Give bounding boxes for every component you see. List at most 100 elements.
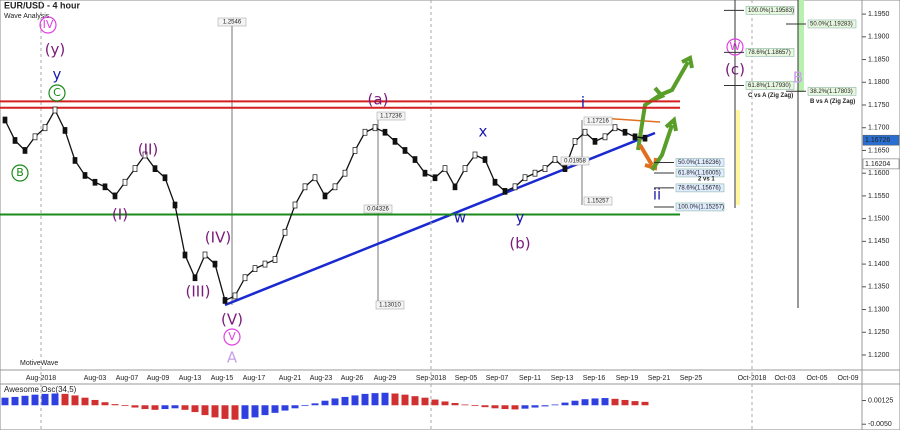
osc-bar [421, 397, 429, 406]
osc-bar [251, 405, 259, 418]
candle [562, 165, 568, 172]
osc-bar [531, 405, 539, 408]
candle [552, 156, 558, 163]
x-tick-label: Aug-03 [84, 375, 107, 382]
candle [222, 297, 228, 304]
osc-bar [581, 399, 589, 406]
osc-bar [191, 405, 199, 413]
osc-bar [51, 393, 59, 406]
candle [162, 174, 168, 182]
y-tick-label: 0.00125 [868, 397, 893, 404]
wave-label: x [479, 123, 488, 141]
candle [172, 201, 178, 209]
wave-label: ii [653, 186, 661, 204]
candle [272, 256, 278, 263]
candle [122, 178, 128, 186]
candle [112, 192, 118, 200]
fib-box [675, 158, 725, 167]
osc-bar [641, 401, 649, 406]
osc-bar [471, 405, 479, 407]
osc-bar [631, 401, 639, 406]
osc-bar [591, 398, 599, 406]
x-tick-label: Oct-03 [774, 375, 795, 382]
x-tick-label: Aug-23 [310, 375, 333, 382]
osc-bar [261, 405, 269, 416]
measure-box [583, 196, 613, 206]
candle [312, 174, 318, 182]
osc-bar [101, 402, 109, 406]
candle [342, 169, 348, 177]
price-tag [862, 134, 900, 146]
target-zone [736, 110, 740, 205]
candle [242, 274, 248, 282]
panel-title: Awesome Osc(34,5) [4, 385, 77, 394]
osc-bar [441, 401, 449, 406]
measure-label: 1.15257 [587, 199, 609, 205]
candle [192, 274, 198, 282]
candle [22, 147, 28, 154]
wave-label: (c) [725, 61, 745, 79]
arrow [650, 116, 678, 172]
osc-bar [211, 405, 219, 418]
candle [152, 165, 158, 172]
x-tick-label: Aug-21 [279, 375, 302, 382]
fib-label: 100.0%(1.19583) [748, 8, 794, 14]
wave-label: IV [43, 18, 54, 31]
measure-label: 0.01958 [564, 159, 586, 165]
wave-label: B [16, 166, 24, 179]
osc-bar [21, 395, 29, 406]
measure-label: 1.13010 [379, 303, 401, 309]
osc-bar [351, 395, 359, 406]
candle [412, 156, 418, 163]
osc-bar [41, 393, 49, 406]
osc-bar [481, 405, 489, 408]
osc-bar [321, 400, 329, 406]
osc-bar [111, 404, 119, 406]
candle [262, 260, 268, 268]
x-tick-label: Aug-09 [147, 375, 170, 382]
osc-bar [131, 405, 139, 408]
wave-label: W [730, 40, 741, 53]
candle [402, 147, 408, 154]
fib-box [675, 168, 725, 178]
watermark: MotiveWave [20, 360, 58, 367]
x-tick-label: Sep-13 [551, 375, 574, 382]
candle [292, 201, 298, 209]
candle [542, 165, 548, 172]
y-tick-label: 1.1350 [868, 284, 890, 291]
wave-circle [39, 16, 57, 34]
x-tick-label: Sep-19 [616, 375, 639, 382]
fib-label: 100.0%(1.15257) [678, 205, 724, 211]
candle [372, 124, 378, 132]
y-tick-label: 1.1950 [868, 11, 890, 18]
x-tick-label: Aug-13 [179, 375, 202, 382]
x-tick-label: Aug-29 [374, 375, 397, 382]
wave-label: (IV) [205, 229, 231, 247]
y-tick-label: 1.1850 [868, 56, 890, 63]
candle [232, 292, 238, 300]
y-tick-label: 1.1550 [868, 193, 890, 200]
osc-bar [61, 393, 69, 406]
fib-box [675, 183, 725, 193]
x-tick-label: Oct-05 [806, 375, 827, 382]
candle [212, 260, 218, 268]
fib-box [675, 202, 725, 212]
candle [512, 183, 518, 191]
osc-bar [141, 405, 149, 410]
candle [482, 156, 488, 163]
candle [472, 151, 478, 159]
x-tick-label: Sep-11 [519, 375, 541, 382]
osc-bar [551, 404, 559, 406]
y-tick-label: 1.1900 [868, 34, 890, 41]
candle [2, 116, 8, 124]
wave-label: w [454, 209, 466, 227]
candle [92, 178, 98, 186]
measure-box [217, 17, 247, 27]
price-tag [862, 158, 900, 170]
candle [572, 138, 578, 145]
osc-bar [431, 399, 439, 406]
measure-box [363, 204, 393, 214]
osc-bar [601, 398, 609, 406]
candle [612, 124, 618, 132]
candle [392, 138, 398, 145]
